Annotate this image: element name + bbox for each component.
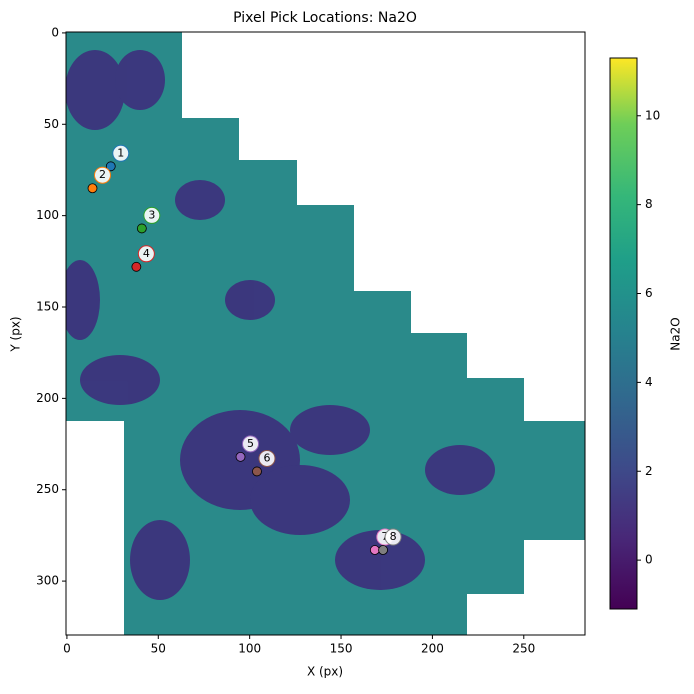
pick-label-badge	[112, 144, 130, 162]
pick-point	[136, 223, 147, 234]
plot-frame	[65, 31, 586, 636]
x-tick-label: 50	[151, 642, 166, 656]
colorbar-tick-label: 6	[645, 286, 653, 300]
pick-label-badge	[242, 435, 260, 453]
y-tick-label: 0	[51, 25, 59, 39]
pick-point	[131, 261, 142, 272]
colorbar-tick-label: 4	[645, 375, 653, 389]
pick-point	[87, 183, 98, 194]
pick-label: 1	[117, 146, 124, 159]
x-axis-label: X (px)	[307, 665, 343, 679]
pick-label: 6	[263, 451, 270, 464]
colorbar-tick-label: 8	[645, 197, 653, 211]
x-tick-label: 200	[421, 642, 444, 656]
pick-label: 4	[143, 247, 150, 260]
pick-label-badge	[258, 449, 276, 467]
x-tick-label: 150	[330, 642, 353, 656]
chart-title: Pixel Pick Locations: Na2O	[233, 10, 417, 26]
pick-label: 3	[148, 208, 155, 221]
y-tick-label: 50	[44, 117, 59, 131]
y-tick-label: 200	[36, 391, 59, 405]
pick-point	[369, 545, 380, 555]
pick-label: 2	[99, 168, 106, 181]
colorbar-tick-label: 2	[645, 464, 653, 478]
y-tick-label: 300	[36, 574, 59, 588]
pick-label-badge	[143, 206, 161, 224]
pick-label: 8	[390, 530, 397, 543]
x-tick-label: 250	[512, 642, 535, 656]
colorbar	[609, 57, 638, 610]
y-axis-label: Y (px)	[9, 316, 23, 352]
pick-label-badge	[137, 245, 155, 263]
colorbar-tick-label: 0	[645, 553, 653, 567]
x-tick-label: 0	[63, 642, 71, 656]
heatmap	[66, 32, 585, 635]
pick-point	[252, 466, 262, 477]
y-tick-label: 100	[36, 208, 59, 222]
pick-point	[235, 451, 246, 462]
pick-label-badge	[93, 166, 111, 184]
y-tick-label: 250	[36, 482, 59, 496]
pick-label-badge	[384, 528, 402, 546]
pick-point	[105, 161, 116, 172]
colorbar-label: Na2O	[669, 317, 683, 350]
y-tick-label: 150	[36, 300, 59, 314]
x-tick-label: 100	[238, 642, 261, 656]
pick-point	[378, 545, 388, 555]
colorbar-tick-label: 10	[645, 108, 660, 122]
pick-label: 5	[247, 437, 254, 450]
